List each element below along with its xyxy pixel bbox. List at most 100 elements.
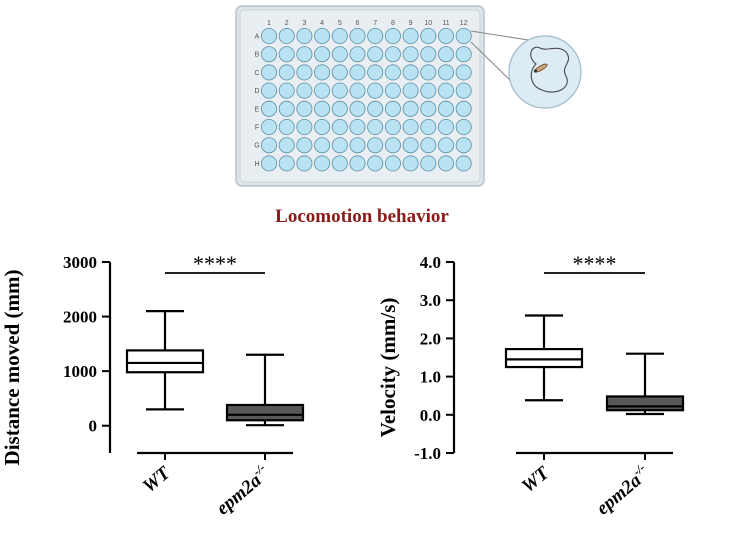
plate-well — [402, 100, 419, 117]
plate-well — [437, 64, 454, 81]
plate-well — [331, 46, 348, 63]
plate-well — [437, 27, 454, 44]
plate-row-label: A — [255, 34, 260, 41]
plate-well — [384, 100, 401, 117]
box-wt — [504, 314, 584, 402]
plate-well — [260, 46, 277, 63]
plate-well — [296, 64, 313, 81]
plate-well — [296, 155, 313, 172]
plate-well — [420, 82, 437, 99]
plate-well — [455, 64, 472, 81]
plate-well — [420, 119, 437, 136]
plate-well — [314, 119, 331, 136]
x-tick-label: epm2a-/- — [210, 460, 274, 519]
zoom-well — [508, 35, 582, 109]
well-zoom-illustration — [470, 30, 582, 109]
plate-well — [420, 155, 437, 172]
plate-well — [331, 155, 348, 172]
plate-well — [331, 82, 348, 99]
plate-well — [314, 64, 331, 81]
plate-well — [455, 100, 472, 117]
plate-row-label: C — [254, 70, 259, 77]
plate-well — [402, 155, 419, 172]
plate-well — [349, 27, 366, 44]
plate-well — [367, 155, 384, 172]
plate-well — [402, 119, 419, 136]
plate-well — [420, 137, 437, 154]
plate-column-label: 5 — [338, 20, 342, 27]
significance-label: **** — [193, 251, 237, 276]
plate-well — [331, 137, 348, 154]
plate-well — [349, 100, 366, 117]
y-tick-label: 0.0 — [420, 406, 441, 425]
plate-well — [296, 137, 313, 154]
plate-well — [296, 46, 313, 63]
plate-well — [367, 82, 384, 99]
plate-well — [402, 82, 419, 99]
plate-well — [437, 82, 454, 99]
plate-well — [278, 137, 295, 154]
plate-well — [260, 119, 277, 136]
plate-well — [420, 100, 437, 117]
plate-well — [420, 27, 437, 44]
plate-well — [331, 64, 348, 81]
y-tick-label: 3000 — [63, 253, 97, 272]
plate-well — [455, 46, 472, 63]
plate-well — [402, 46, 419, 63]
plate-well — [402, 64, 419, 81]
y-axis-title: Distance moved (mm) — [0, 270, 24, 466]
plate-well — [402, 137, 419, 154]
plate-well — [349, 46, 366, 63]
plate-well — [384, 119, 401, 136]
plate-well — [278, 64, 295, 81]
velocity-chart: -1.0 0.0 1.0 2.0 3.0 4.0 Velocity (mm/s) WT epm2… — [376, 251, 685, 519]
plate-row-label: G — [254, 143, 259, 150]
plate-row-label: F — [255, 125, 259, 132]
plate-well — [384, 27, 401, 44]
plate-well — [367, 46, 384, 63]
plate-well — [314, 46, 331, 63]
plate-column-label: 11 — [442, 20, 449, 27]
y-tick-label: 2.0 — [420, 329, 441, 348]
y-axis-title: Velocity (mm/s) — [376, 298, 400, 438]
plate-well — [296, 82, 313, 99]
plate-well — [349, 137, 366, 154]
plate-well — [278, 119, 295, 136]
larva-eye — [533, 69, 538, 73]
plate-row-label: H — [254, 161, 259, 168]
plate-well — [260, 64, 277, 81]
plate-well — [314, 82, 331, 99]
figure-title: Locomotion behavior — [275, 206, 449, 227]
box-epm2a — [225, 353, 305, 427]
plate-well — [437, 46, 454, 63]
plate-well — [437, 119, 454, 136]
plate-well — [437, 137, 454, 154]
plate-well — [278, 155, 295, 172]
plate-well — [384, 64, 401, 81]
plate-well — [278, 46, 295, 63]
plate-well — [455, 119, 472, 136]
plate-well — [420, 64, 437, 81]
x-tick-label-text: WT — [518, 462, 554, 497]
plate-well — [349, 64, 366, 81]
plate-row-label: D — [254, 88, 259, 95]
box-iqr — [605, 395, 685, 412]
plate-well — [384, 46, 401, 63]
plate-well — [278, 82, 295, 99]
plate-well — [384, 137, 401, 154]
plate-column-label: 2 — [285, 20, 289, 27]
x-tick-label-text: WT — [139, 462, 175, 497]
plate-well — [278, 27, 295, 44]
significance-label: **** — [573, 251, 617, 276]
plate-column-label: 3 — [302, 20, 306, 27]
plate-well — [331, 119, 348, 136]
plate-row-label: E — [255, 106, 260, 113]
plate-well — [420, 46, 437, 63]
plate-well — [349, 119, 366, 136]
box-epm2a — [605, 352, 685, 416]
y-tick-label: 0 — [89, 417, 98, 436]
plate-row-label: B — [255, 52, 260, 59]
x-tick-label: WT — [139, 462, 175, 497]
box-iqr — [504, 347, 584, 369]
